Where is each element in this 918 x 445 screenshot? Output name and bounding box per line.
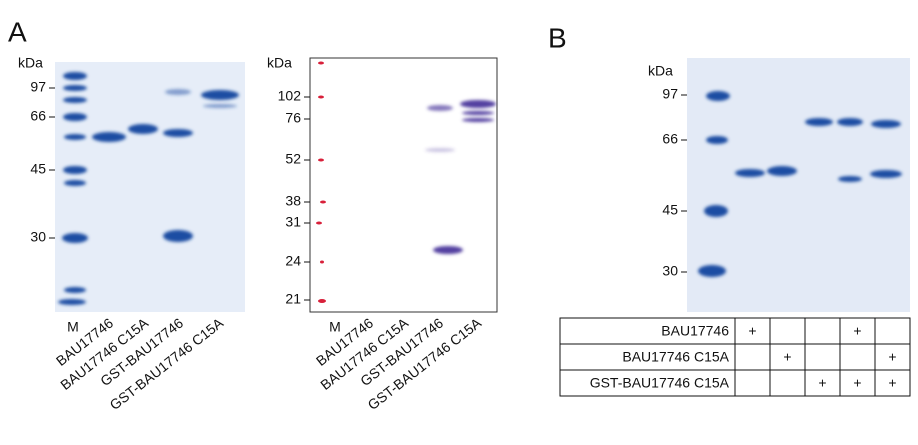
blot-image	[309, 57, 498, 313]
cell-mark: +	[853, 375, 861, 391]
lane-label: M	[67, 319, 79, 335]
row-label: BAU17746	[661, 323, 729, 339]
cell-mark: +	[818, 375, 826, 391]
panel-label: B	[548, 22, 567, 53]
gel-bands	[698, 91, 902, 277]
marker-label: 30	[30, 229, 46, 245]
gel-image	[55, 62, 245, 312]
marker-label: 31	[285, 214, 301, 230]
unit-label: kDa	[18, 55, 43, 71]
cell-mark: +	[748, 323, 756, 339]
panel-label: A	[8, 16, 27, 47]
unit-label: kDa	[648, 63, 673, 79]
marker-label: 30	[662, 263, 678, 279]
row-label: BAU17746 C15A	[622, 349, 729, 365]
blot-bands	[425, 100, 496, 254]
marker-label: 52	[285, 151, 301, 167]
lane-label: M	[329, 319, 341, 335]
row-label: GST-BAU17746 C15A	[590, 375, 730, 391]
marker-label: 102	[278, 88, 302, 104]
marker-label: 45	[662, 202, 678, 218]
cell-mark: +	[853, 323, 861, 339]
marker-label: 24	[285, 253, 301, 269]
cell-mark: +	[888, 349, 896, 365]
marker-dots	[316, 61, 326, 303]
marker-label: 66	[662, 131, 678, 147]
marker-label: 45	[30, 161, 46, 177]
cell-mark: +	[888, 375, 896, 391]
marker-label: 97	[662, 86, 678, 102]
marker-label: 66	[30, 108, 46, 124]
cell-mark: +	[783, 349, 791, 365]
marker-label: 76	[285, 110, 301, 126]
marker-label: 97	[30, 79, 46, 95]
gel-bands	[58, 72, 239, 305]
marker-label: 38	[285, 193, 301, 209]
unit-label: kDa	[267, 55, 292, 71]
marker-label: 21	[285, 291, 301, 307]
